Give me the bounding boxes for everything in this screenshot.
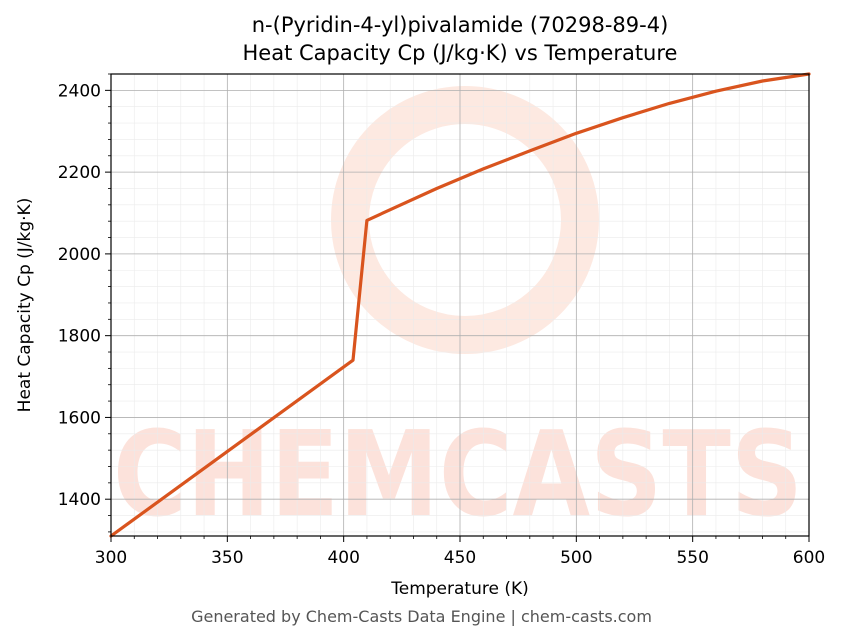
axis-ticks: 300 350 400 450 500 550 600 1400 1600 1800 2000 220… xyxy=(58,73,825,568)
x-tick-label: 300 xyxy=(95,548,127,568)
y-tick-label: 1600 xyxy=(58,408,101,428)
y-tick-label: 2400 xyxy=(58,81,101,101)
x-tick-label: 450 xyxy=(444,548,476,568)
footer-credit: Generated by Chem-Casts Data Engine | ch… xyxy=(191,607,652,626)
watermark-text: CHEMCASTS xyxy=(113,405,803,543)
y-axis-label: Heat Capacity Cp (J/kg·K) xyxy=(15,198,35,413)
series-layer xyxy=(109,72,811,538)
x-tick-label: 600 xyxy=(793,548,825,568)
x-tick-label: 500 xyxy=(560,548,592,568)
chart-subtitle: Heat Capacity Cp (J/kg·K) vs Temperature xyxy=(242,41,678,65)
x-tick-label: 350 xyxy=(211,548,243,568)
x-tick-label: 550 xyxy=(676,548,708,568)
series-line xyxy=(109,72,811,538)
y-tick-label: 2000 xyxy=(58,245,101,265)
watermark-logo xyxy=(331,86,599,354)
y-tick-label: 1400 xyxy=(58,490,101,510)
y-tick-label: 2200 xyxy=(58,163,101,183)
y-tick-label: 1800 xyxy=(58,327,101,347)
chart-title: n-(Pyridin-4-yl)pivalamide (70298-89-4) xyxy=(251,13,669,37)
x-tick-label: 400 xyxy=(327,548,359,568)
x-axis-label: Temperature (K) xyxy=(390,579,529,599)
watermark: CHEMCASTS xyxy=(113,86,803,543)
